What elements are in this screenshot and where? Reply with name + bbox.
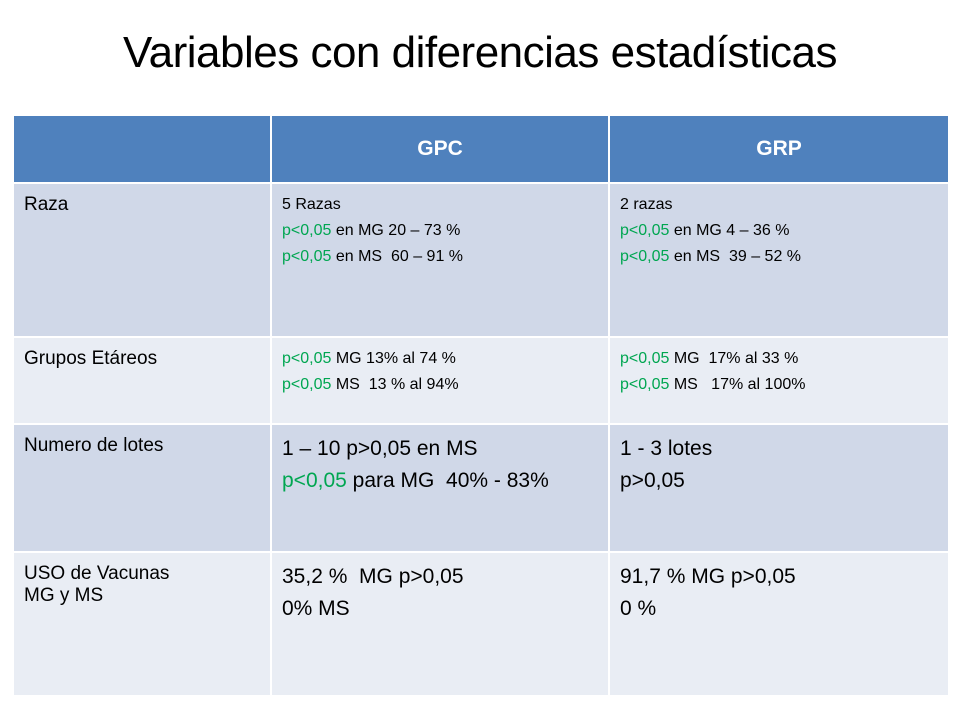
header-cell: GPC [270, 114, 610, 184]
cell-text: 0% MS [282, 597, 350, 620]
cell-line: 1 – 10 p>0,05 en MS [282, 433, 598, 465]
row-label: Numero de lotes [12, 423, 272, 553]
table-row: USO de Vacunas MG y MS 35,2 % MG p>0,05 0% … [12, 551, 950, 697]
p-value: p<0,05 [282, 222, 332, 239]
cell-text: MG 13% al 74 % [331, 350, 456, 367]
cell-text: en MS 39 – 52 % [669, 248, 802, 265]
cell-text: MS 13 % al 94% [331, 376, 459, 393]
cell-line: p<0,05 en MS 60 – 91 % [282, 244, 598, 270]
table-row: Raza 5 Razas p<0,05 en MG 20 – 73 % p<0,05 … [12, 182, 950, 338]
cell-text: p>0,05 [620, 469, 685, 492]
cell-line: p<0,05 MG 17% al 33 % [620, 346, 938, 372]
cell-text: 91,7 % MG p>0,05 [620, 565, 796, 588]
cell-line: p<0,05 en MG 20 – 73 % [282, 218, 598, 244]
cell-text: 35,2 % MG p>0,05 [282, 565, 464, 588]
row-label: Grupos Etáreos [12, 336, 272, 425]
table-row: Grupos Etáreos p<0,05 MG 13% al 74 % p<0,0… [12, 336, 950, 425]
row-label: USO de Vacunas MG y MS [12, 551, 272, 697]
cell-line: p<0,05 en MS 39 – 52 % [620, 244, 938, 270]
cell-line: 0% MS [282, 593, 598, 625]
table-cell: p<0,05 MG 17% al 33 % p<0,05 MS 17% al 10… [608, 336, 950, 425]
table-cell: 91,7 % MG p>0,05 0 % [608, 551, 950, 697]
header-cell [12, 114, 272, 184]
p-value: p<0,05 [620, 222, 670, 239]
header-cell: GRP [608, 114, 950, 184]
p-value: p<0,05 [620, 248, 670, 265]
data-table: GPC GRP Raza 5 Razas p<0,05 en MG 20 – 73 … [12, 114, 950, 697]
cell-text: 0 % [620, 597, 657, 620]
p-value: p<0,05 [282, 248, 332, 265]
cell-text: en MS 60 – 91 % [331, 248, 464, 265]
row-label-line: Raza [24, 194, 69, 215]
cell-line: p<0,05 para MG 40% - 83% [282, 465, 598, 497]
cell-text: MG 17% al 33 % [669, 350, 799, 367]
slide-title: Variables con diferencias estadísticas [123, 28, 837, 77]
cell-line: 91,7 % MG p>0,05 [620, 561, 938, 593]
p-value: p<0,05 [282, 469, 347, 492]
p-value: p<0,05 [620, 376, 670, 393]
table-cell: p<0,05 MG 13% al 74 % p<0,05 MS 13 % al 9… [270, 336, 610, 425]
table-cell: 1 - 3 lotes p>0,05 [608, 423, 950, 553]
table-row: Numero de lotes 1 – 10 p>0,05 en MS p<0,05… [12, 423, 950, 553]
row-label-line: MG y MS [24, 585, 104, 606]
table-cell: 5 Razas p<0,05 en MG 20 – 73 % p<0,05 en M… [270, 182, 610, 338]
cell-line: p<0,05 en MG 4 – 36 % [620, 218, 938, 244]
p-value: p<0,05 [282, 376, 332, 393]
row-label-line: USO de Vacunas [24, 563, 170, 584]
cell-text: 5 Razas [282, 196, 341, 213]
header-row: GPC GRP [12, 114, 950, 184]
row-label-line: Numero de lotes [24, 435, 164, 456]
cell-line: p>0,05 [620, 465, 938, 497]
cell-line: p<0,05 MS 17% al 100% [620, 372, 938, 398]
cell-line: 0 % [620, 593, 938, 625]
cell-text: MS 17% al 100% [669, 376, 806, 393]
row-label-line: Grupos Etáreos [24, 348, 158, 369]
cell-text: en MG 4 – 36 % [669, 222, 790, 239]
cell-line: 35,2 % MG p>0,05 [282, 561, 598, 593]
table-cell: 2 razas p<0,05 en MG 4 – 36 % p<0,05 en MS… [608, 182, 950, 338]
p-value: p<0,05 [282, 350, 332, 367]
cell-text: para MG 40% - 83% [346, 469, 549, 492]
p-value: p<0,05 [620, 350, 670, 367]
table-cell: 35,2 % MG p>0,05 0% MS [270, 551, 610, 697]
cell-line: p<0,05 MG 13% al 74 % [282, 346, 598, 372]
row-label: Raza [12, 182, 272, 338]
cell-line: p<0,05 MS 13 % al 94% [282, 372, 598, 398]
cell-line: 2 razas [620, 192, 938, 218]
cell-text: 1 - 3 lotes [620, 437, 713, 460]
cell-line: 1 - 3 lotes [620, 433, 938, 465]
table-cell: 1 – 10 p>0,05 en MS p<0,05 para MG 40% - … [270, 423, 610, 553]
cell-text: en MG 20 – 73 % [331, 222, 461, 239]
cell-text: 1 – 10 p>0,05 en MS [282, 437, 478, 460]
cell-line: 5 Razas [282, 192, 598, 218]
cell-text: 2 razas [620, 196, 673, 213]
